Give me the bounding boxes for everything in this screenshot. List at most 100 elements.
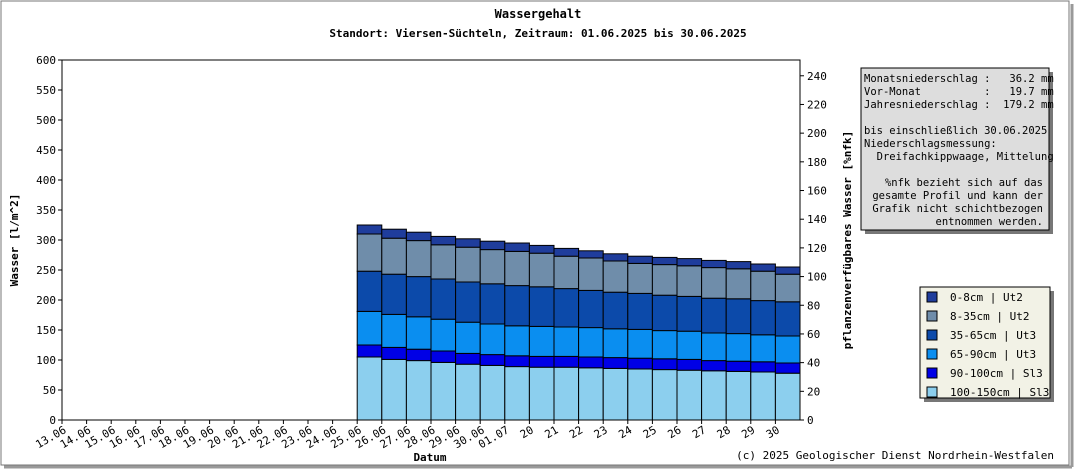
- bar-segment: [553, 288, 580, 328]
- bar-segment: [750, 361, 776, 373]
- legend-label: 65-90cm | Ut3: [950, 348, 1036, 361]
- info-box: [860, 67, 1050, 231]
- info-line: Monatsniederschlag : 36.2 mm: [864, 73, 1054, 85]
- y-tick-label: 350: [36, 204, 56, 217]
- x-tick-label: 20: [518, 423, 536, 441]
- bar-segment: [405, 360, 432, 421]
- bar-segment: [381, 273, 407, 315]
- bar-segment: [504, 250, 530, 287]
- legend-swatch: [926, 367, 938, 379]
- bar-segment: [725, 370, 752, 421]
- x-tick-label: 29: [739, 423, 757, 441]
- bar-segment: [651, 358, 678, 371]
- bar-segment: [528, 355, 555, 368]
- bar-segment: [602, 291, 629, 330]
- bar-segment: [750, 263, 776, 272]
- bar-segment: [479, 354, 506, 366]
- bar-segment: [405, 240, 432, 278]
- bar-segment: [356, 233, 383, 272]
- y2-tick-label: 160: [807, 185, 827, 198]
- legend-label: 90-100cm | Sl3: [950, 367, 1043, 380]
- bar-segment: [651, 369, 678, 421]
- bar-segment: [528, 252, 555, 288]
- bar-segment: [356, 310, 383, 346]
- legend-swatch: [926, 291, 938, 303]
- bar-segment: [553, 366, 580, 421]
- y2-tick-label: 200: [807, 127, 827, 140]
- bar-segment: [455, 352, 481, 365]
- legend-swatch: [926, 348, 938, 360]
- bar-segment: [651, 294, 678, 332]
- bar-segment: [455, 363, 481, 421]
- info-line: Vor-Monat : 19.7 mm: [864, 86, 1054, 98]
- bar-segment: [553, 247, 580, 257]
- bar-segment: [602, 253, 629, 262]
- info-line: bis einschließlich 30.06.2025: [864, 125, 1047, 137]
- y-tick-label: 500: [36, 114, 56, 127]
- bar-segment: [479, 283, 506, 325]
- bar-segment: [627, 255, 653, 264]
- y-tick-label: 200: [36, 294, 56, 307]
- bar-segment: [651, 264, 678, 296]
- bar-segment: [701, 370, 727, 421]
- bar-segment: [725, 333, 752, 362]
- y-tick-label: 50: [43, 384, 56, 397]
- bar-segment: [750, 270, 776, 302]
- bar-segment: [578, 257, 604, 291]
- bar-segment: [602, 357, 629, 369]
- y-tick-label: 300: [36, 234, 56, 247]
- bar-segment: [651, 256, 678, 266]
- bar-segment: [455, 321, 481, 354]
- bar-segment: [676, 330, 703, 360]
- bar-segment: [627, 357, 653, 370]
- bar-segment: [479, 323, 506, 356]
- bar-segment: [627, 262, 653, 294]
- bar-segment: [725, 268, 752, 300]
- y2-tick-label: 140: [807, 213, 827, 226]
- x-tick-label: 23: [592, 423, 610, 441]
- y-tick-label: 250: [36, 264, 56, 277]
- bar-segment: [701, 332, 727, 362]
- bar-segment: [627, 292, 653, 330]
- bar-segment: [504, 325, 530, 357]
- bar-segment: [774, 273, 801, 303]
- y-tick-label: 150: [36, 324, 56, 337]
- bar-segment: [627, 328, 653, 359]
- bar-segment: [381, 346, 407, 360]
- info-line: %nfk bezieht sich auf das: [885, 177, 1043, 189]
- bar-segment: [701, 267, 727, 299]
- bar-segment: [750, 371, 776, 421]
- x-tick-label: 25: [641, 423, 659, 441]
- bar-segment: [430, 244, 457, 280]
- info-line: gesamte Profil und kann der: [872, 190, 1043, 202]
- y-axis-label: Wasser [l/m^2]: [8, 194, 21, 287]
- bar-segment: [455, 281, 481, 323]
- bar-segment: [430, 350, 457, 363]
- bar-segment: [528, 244, 555, 254]
- y-tick-label: 100: [36, 354, 56, 367]
- bar-segment: [725, 261, 752, 270]
- legend-swatch: [926, 329, 938, 341]
- y2-tick-label: 0: [807, 414, 814, 427]
- bar-segment: [430, 278, 457, 320]
- bar-segment: [676, 258, 703, 267]
- bar-segment: [430, 361, 457, 421]
- bar-segment: [701, 259, 727, 269]
- legend-label: 35-65cm | Ut3: [950, 329, 1036, 342]
- chart-subtitle: Standort: Viersen-Süchteln, Zeitraum: 01…: [329, 27, 746, 40]
- bar-segment: [578, 356, 604, 369]
- bar-segment: [725, 360, 752, 372]
- bar-segment: [430, 235, 457, 246]
- bar-segment: [676, 358, 703, 371]
- x-tick-label: 26: [666, 423, 684, 441]
- info-line: Niederschlagsmessung:: [864, 138, 997, 150]
- y2-tick-label: 100: [807, 271, 827, 284]
- legend-label: 0-8cm | Ut2: [950, 291, 1023, 304]
- legend-swatch: [926, 310, 938, 322]
- legend-swatch: [926, 386, 938, 398]
- bar-segment: [578, 250, 604, 259]
- copyright: (c) 2025 Geologischer Dienst Nordrhein-W…: [736, 449, 1054, 462]
- bar-segment: [405, 348, 432, 362]
- bar-segment: [356, 224, 383, 235]
- x-tick-label: 30: [764, 423, 782, 441]
